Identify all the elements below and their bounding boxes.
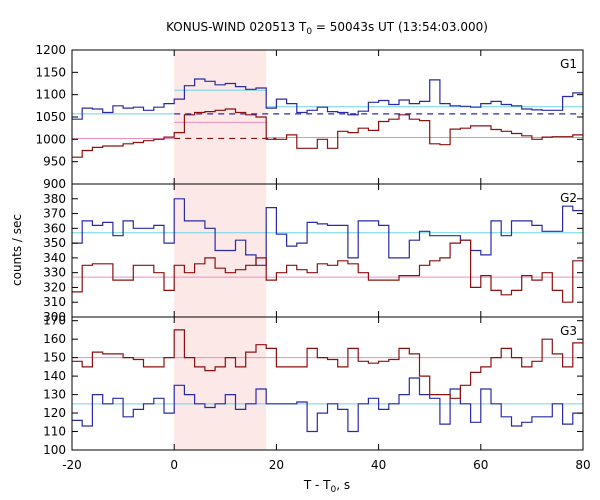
panel-frame (71, 49, 584, 185)
series-red (72, 239, 583, 303)
chart-title: KONUS-WIND 020513 T0 = 50043s UT (13:54:… (166, 20, 488, 37)
y-tick-label: 140 (43, 369, 66, 383)
y-tick-label: 360 (43, 221, 66, 235)
y-tick-label: 350 (43, 236, 66, 250)
panel-label: G3 (560, 324, 577, 338)
y-tick-label: 100 (43, 443, 66, 457)
y-tick-label: 950 (43, 155, 66, 169)
panel-label: G2 (560, 191, 577, 205)
series-blue (72, 198, 583, 266)
panel-frame (71, 316, 584, 451)
y-tick-label: 310 (43, 295, 66, 309)
y-tick-label: 1200 (35, 43, 66, 57)
series-red (72, 329, 583, 399)
series-blue (72, 78, 583, 120)
y-tick-label: 380 (43, 192, 66, 206)
y-tick-label: 340 (43, 251, 66, 265)
y-tick-label: 370 (43, 207, 66, 221)
y-tick-label: 110 (43, 425, 66, 439)
x-tick-label: 80 (575, 458, 590, 472)
y-tick-label: 1000 (35, 132, 66, 146)
x-tick-label: 0 (170, 458, 178, 472)
x-tick-label: 20 (269, 458, 284, 472)
y-tick-label: 300 (43, 310, 66, 324)
series-red (72, 108, 583, 158)
highlight-interval (174, 317, 267, 450)
y-tick-label: 1100 (35, 88, 66, 102)
panel-frame (71, 183, 584, 318)
y-tick-label: 900 (43, 177, 66, 191)
y-tick-label: 160 (43, 332, 66, 346)
y-tick-label: 130 (43, 388, 66, 402)
series-blue (72, 377, 583, 433)
y-tick-label: 120 (43, 406, 66, 420)
y-tick-label: 330 (43, 266, 66, 280)
y-tick-label: 170 (43, 314, 66, 328)
y-axis-label: counts / sec (10, 214, 24, 286)
panel-g1: 900 950 1000 1050 1100 1150 1200 G1 (35, 43, 584, 191)
panel-g3: 100 110 120 130 140 150 160 170 G3 (43, 314, 584, 457)
highlight-interval (174, 50, 267, 184)
y-tick-label: 320 (43, 280, 66, 294)
x-tick-label: 40 (371, 458, 386, 472)
y-tick-label: 1150 (35, 65, 66, 79)
x-axis-label: T - T0, s (303, 478, 350, 495)
x-tick-label: -20 (62, 458, 82, 472)
x-tick-label: 60 (473, 458, 488, 472)
y-tick-label: 1050 (35, 110, 66, 124)
y-tick-label: 150 (43, 351, 66, 365)
panel-label: G1 (560, 57, 577, 71)
